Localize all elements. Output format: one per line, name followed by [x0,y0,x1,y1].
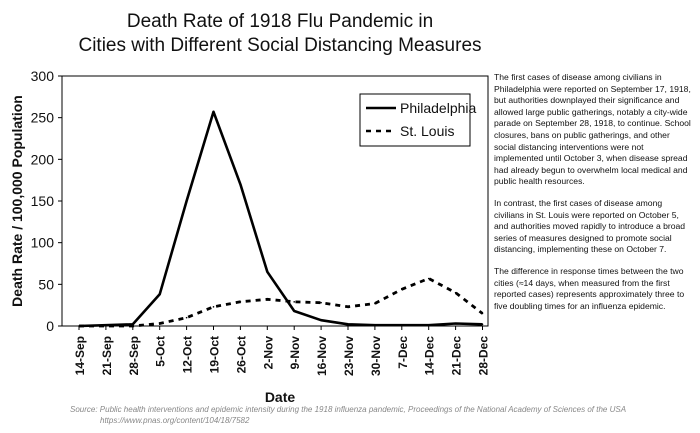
y-tick-label: 150 [31,193,55,209]
legend-label: St. Louis [400,123,454,139]
x-tick-label: 7-Dec [396,336,410,369]
note-paragraph-1: The first cases of disease among civilia… [494,72,691,187]
x-tick-label: 5-Oct [154,336,168,367]
x-tick-label: 14-Sep [73,336,87,375]
data-point [212,111,215,113]
data-point [347,323,349,326]
source-text: Source: Public health interventions and … [70,405,627,414]
data-point [427,277,430,280]
x-tick-label: 28-Dec [477,336,491,376]
y-axis-title: Death Rate / 100,000 Population [9,95,25,307]
x-tick-label: 21-Sep [100,336,114,375]
data-point [158,293,161,296]
data-point [239,301,242,303]
data-point [185,316,188,319]
data-point [454,322,457,325]
data-point [401,324,403,326]
x-tick-label: 30-Nov [369,336,383,376]
data-point [185,200,188,202]
data-point [427,324,430,326]
x-tick-label: 2-Nov [261,336,275,370]
x-tick-label: 28-Sep [127,336,141,375]
data-point [293,310,296,312]
data-point [78,325,80,327]
x-axis-title: Date [265,389,296,405]
data-point [454,291,457,294]
data-point [347,306,349,308]
series-line-philadelphia [78,110,483,328]
legend-box [359,93,471,147]
data-point [374,302,376,305]
source-url: https://www.pnas.org/content/104/18/7582 [100,415,250,425]
legend-label: Philadelphia [400,100,476,116]
x-tick-label: 23-Nov [342,336,356,376]
note-paragraph-3: The difference in response times between… [494,265,685,311]
x-tick-label: 9-Nov [288,336,302,370]
y-tick-label: 250 [31,110,55,126]
y-tick-label: 100 [31,235,55,251]
data-point [481,312,484,315]
data-point [212,306,215,308]
data-point [481,323,484,326]
y-tick-label: 50 [38,276,54,292]
chart-title-line-2: Cities with Different Social Distancing … [78,35,482,56]
data-point [158,322,161,325]
chart-legend: Philadelphia St. Louis [359,93,476,147]
data-point [293,301,296,303]
data-point [374,324,376,326]
y-tick-label: 300 [31,68,55,84]
x-tick-label: 14-Dec [423,336,437,376]
data-point [105,325,107,327]
x-tick-label: 16-Nov [315,336,329,376]
chart-series [78,110,484,328]
series-line-st-louis [79,277,484,328]
data-point [401,288,403,291]
source-citation: Source: Public health interventions and … [70,405,630,426]
x-tick-label: 21-Dec [450,336,464,376]
note-paragraph-2: In contrast, the first cases of disease … [494,197,686,255]
data-point [132,325,134,327]
y-tick-label: 0 [46,318,54,334]
data-point [239,183,242,186]
x-tick-label: 19-Oct [208,336,222,373]
y-tick-label: 200 [31,151,55,167]
explanatory-note: The first cases of disease among civilia… [494,72,694,322]
data-point [266,271,269,273]
data-point [266,298,269,301]
chart-title: Death Rate of 1918 Flu Pandemic in Citie… [70,10,490,58]
x-axis-ticks: 14-Sep 21-Sep 28-Sep 5-Oct 12-Oct 19-Oct 26-Oc… [73,326,491,376]
y-axis-ticks: 0 50 100 150 200 250 300 [31,68,62,334]
x-tick-label: 12-Oct [181,336,195,373]
chart-title-line-1: Death Rate of 1918 Flu Pandemic in [126,11,434,32]
data-point [320,301,322,304]
x-tick-label: 26-Oct [234,336,248,373]
data-point [320,319,322,321]
